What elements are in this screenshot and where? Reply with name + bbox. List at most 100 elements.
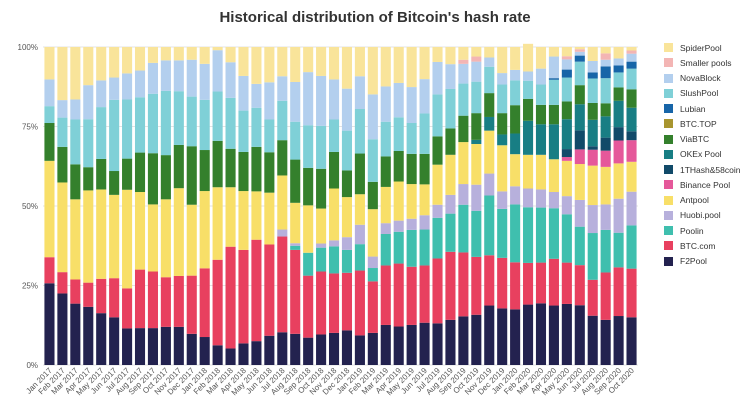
bar-segment — [277, 236, 288, 333]
y-tick-label: 0% — [26, 361, 38, 370]
bar-segment — [393, 263, 404, 327]
legend-item: Poolin — [664, 223, 748, 238]
bar-segment — [109, 278, 120, 318]
bar-segment — [186, 47, 197, 60]
bar-segment — [626, 131, 637, 141]
bar-segment — [264, 119, 275, 153]
legend-swatch — [664, 165, 673, 175]
bar-segment — [186, 204, 197, 276]
bar-segment — [561, 214, 572, 263]
bar-segment — [626, 225, 637, 269]
bar-segment — [70, 99, 81, 120]
bar-segment — [160, 90, 171, 156]
bar-segment — [548, 208, 559, 259]
bar-segment — [316, 75, 327, 126]
bar-segment — [264, 47, 275, 83]
bar-segment — [238, 343, 249, 365]
bar-segment — [393, 47, 404, 83]
bar-segment — [510, 186, 521, 205]
bar-segment — [44, 123, 55, 161]
bar-segment — [212, 91, 223, 141]
bar-segment — [109, 194, 120, 279]
bar-segment — [303, 205, 314, 253]
legend-item: Lubian — [664, 101, 748, 116]
bar-segment — [380, 47, 391, 87]
legend: SpiderPool Smaller pools NovaBlock SlushPoo… — [664, 40, 748, 269]
bar-segment — [57, 293, 68, 365]
bar-segment — [600, 116, 611, 138]
bar-segment — [354, 76, 365, 110]
bar-segment — [523, 154, 534, 189]
bar-segment — [290, 243, 301, 246]
bar-segment — [510, 204, 521, 263]
bar-segment — [290, 159, 301, 203]
legend-swatch — [664, 88, 673, 98]
bar-segment — [587, 60, 598, 73]
bar-segment — [574, 305, 585, 365]
legend-label: Smaller pools — [680, 57, 732, 68]
legend-label: BTC.com — [680, 240, 716, 251]
bar-segment — [354, 244, 365, 271]
bar-segment — [147, 93, 158, 154]
bar-segment — [471, 184, 482, 211]
bar-segment — [574, 104, 585, 131]
bar-segment — [600, 229, 611, 273]
bar-segment — [367, 94, 378, 140]
bar-segment — [458, 204, 469, 253]
legend-label: OKEx Pool — [680, 149, 722, 160]
legend-label: Antpool — [680, 195, 709, 206]
bar-segment — [238, 75, 249, 111]
bar-segment — [341, 130, 353, 171]
bar-segment — [290, 121, 301, 160]
bar-segment — [561, 303, 572, 365]
bar-segment — [626, 68, 637, 90]
bar-segment — [186, 333, 197, 365]
bar-segment — [277, 175, 288, 230]
bar-segment — [199, 191, 210, 269]
bar-segment — [561, 69, 572, 78]
bar-segment — [277, 332, 288, 365]
bar-segment — [225, 246, 236, 349]
bar-segment — [173, 275, 184, 327]
bar-segment — [160, 47, 171, 61]
bar-segment — [134, 47, 146, 71]
bar-segment — [587, 315, 598, 365]
bar-segment — [277, 47, 288, 77]
bar-segment — [44, 160, 55, 258]
bar-segment — [251, 83, 262, 108]
bar-segment — [380, 156, 391, 187]
bar-segment — [535, 84, 547, 105]
bar-segment — [354, 153, 365, 195]
bar-segment — [626, 47, 637, 51]
bar-segment — [626, 268, 637, 318]
bar-segment — [510, 133, 521, 155]
bar-segment — [122, 328, 133, 365]
bar-segment — [561, 56, 572, 60]
bar-segment — [160, 199, 171, 278]
bar-segment — [341, 249, 353, 273]
bar-segment — [367, 47, 378, 95]
bar-segment — [367, 209, 378, 257]
bar-segment — [212, 47, 223, 51]
bar-segment — [471, 210, 482, 257]
bar-segment — [354, 47, 365, 77]
bar-segment — [419, 184, 430, 216]
legend-item: SpiderPool — [664, 40, 748, 55]
bar-segment — [96, 189, 107, 279]
bar-segment — [484, 195, 495, 256]
bar-segment — [458, 252, 469, 317]
bar-segment — [445, 251, 456, 320]
bar-segment — [212, 140, 223, 188]
bar-segment — [225, 97, 236, 149]
bar-segment — [458, 316, 469, 365]
bar-segment — [523, 80, 534, 99]
bar-segment — [406, 324, 417, 365]
bar-segment — [561, 47, 572, 57]
bar-segment — [328, 332, 340, 365]
bar-segment — [535, 207, 547, 263]
bar-segment — [290, 245, 301, 250]
bar-segment — [523, 207, 534, 263]
bar-segment — [613, 163, 624, 199]
bar-segment — [290, 333, 301, 365]
bar-segment — [523, 71, 534, 81]
